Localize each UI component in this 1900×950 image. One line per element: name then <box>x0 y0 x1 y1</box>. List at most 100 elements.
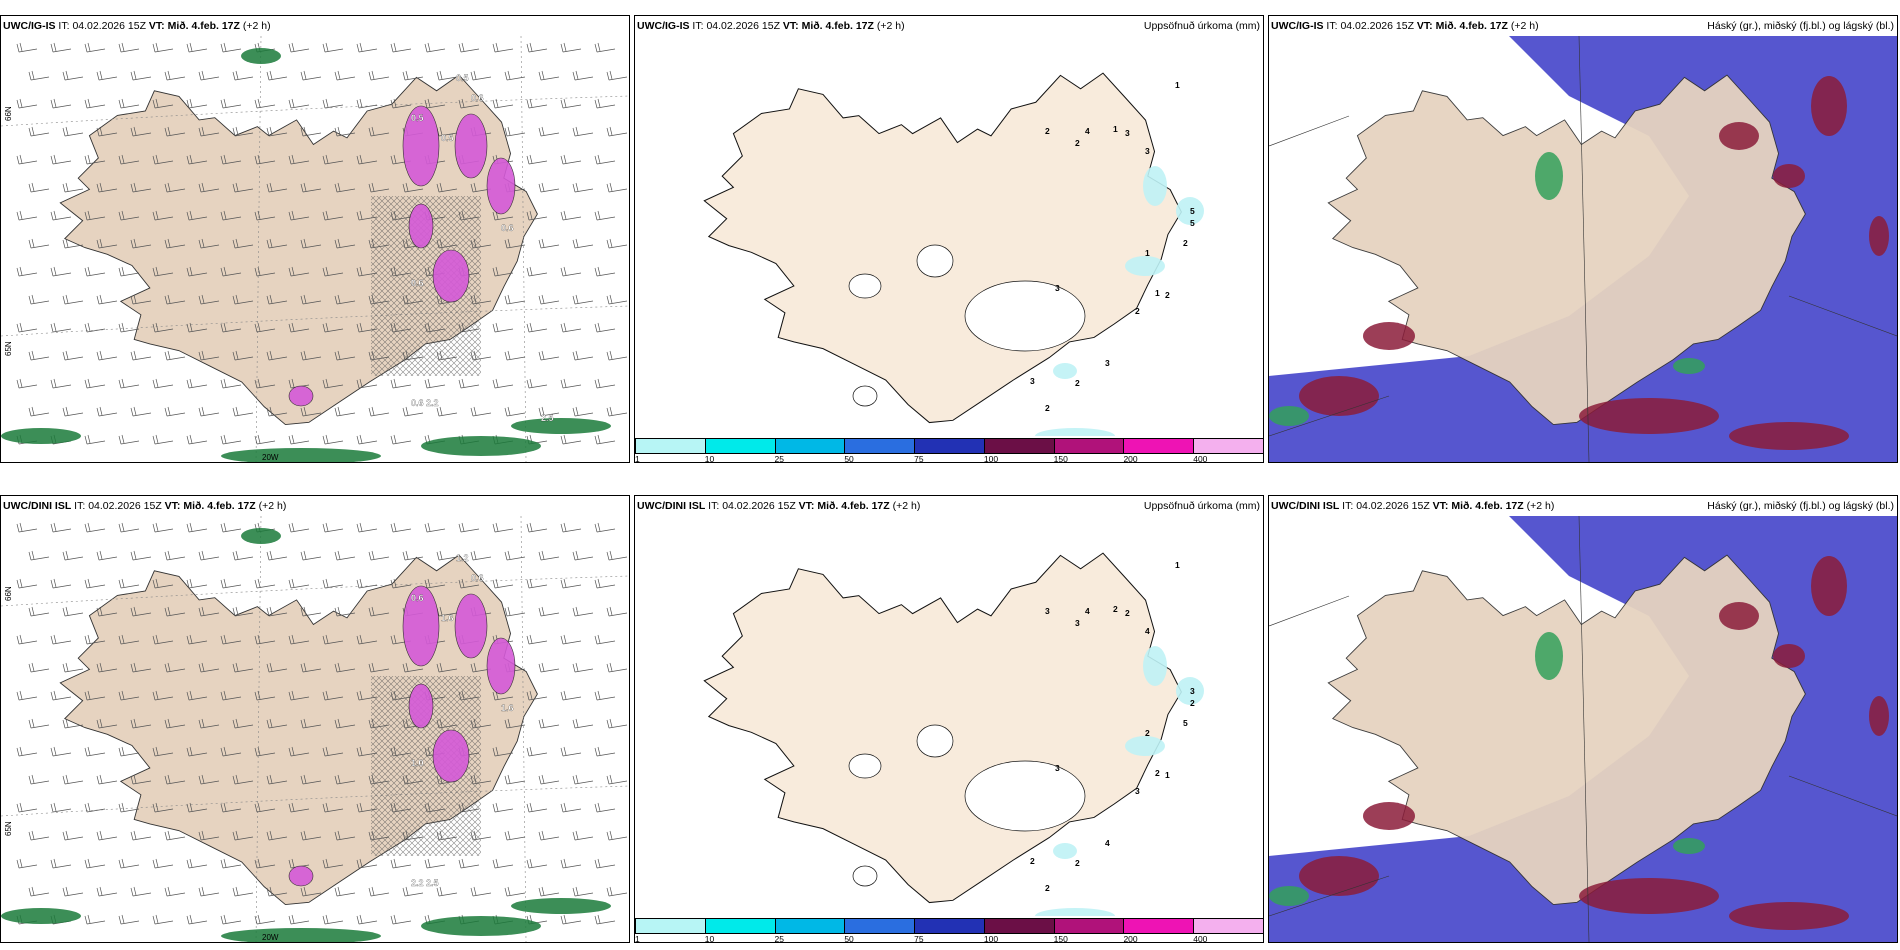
precip-area <box>486 157 516 215</box>
wind-barb <box>492 378 514 389</box>
wind-barb <box>164 70 186 81</box>
wind-barb <box>152 98 174 109</box>
wind-barb <box>50 578 72 589</box>
wind-barb <box>266 182 288 193</box>
wind-barb <box>594 378 616 389</box>
wind-barb <box>322 578 344 589</box>
wind-barb <box>560 378 582 389</box>
wind-barb <box>368 662 390 673</box>
wind-barb <box>254 378 276 389</box>
colorbar-swatch <box>704 438 776 454</box>
wind-barb <box>130 886 152 897</box>
wind-barb <box>492 858 514 869</box>
precip-area <box>1176 677 1204 705</box>
wind-barb <box>356 154 378 165</box>
precip-value-label: 0.6 <box>411 398 424 408</box>
wind-barb <box>492 746 514 757</box>
wind-barb <box>220 802 242 813</box>
wind-barb <box>186 522 208 533</box>
wind-barb <box>526 578 548 589</box>
colorbar-swatch <box>983 918 1055 934</box>
wind-barb <box>16 690 38 701</box>
panel-header: UWC/IG-IS IT: 04.02.2026 15Z VT: Mið. 4.… <box>1 16 629 36</box>
wind-barb <box>118 154 140 165</box>
wind-barb <box>232 70 254 81</box>
wind-barb <box>322 690 344 701</box>
wind-barb <box>266 238 288 249</box>
wind-barb <box>356 98 378 109</box>
wind-barb <box>254 210 276 221</box>
wind-barb <box>594 522 616 533</box>
wind-barb <box>220 858 242 869</box>
axis-label: 65N <box>4 821 13 836</box>
wind-barb <box>164 350 186 361</box>
wind-barb <box>84 98 106 109</box>
wind-barb <box>96 606 118 617</box>
wind-barb <box>130 350 152 361</box>
wind-barb <box>288 578 310 589</box>
wind-barb <box>96 774 118 785</box>
wind-barb <box>560 746 582 757</box>
wind-barb <box>538 718 560 729</box>
axis-label: 20W <box>262 933 279 942</box>
wind-barb <box>458 378 480 389</box>
wind-barb <box>84 578 106 589</box>
wind-barb <box>504 550 526 561</box>
wind-barb <box>424 578 446 589</box>
precip-area <box>1176 197 1204 225</box>
wind-barb <box>266 294 288 305</box>
colorbar-swatch <box>1123 438 1195 454</box>
precip-value-label: 0.5 <box>456 73 469 83</box>
wind-barb <box>322 434 344 445</box>
wind-barb <box>164 126 186 137</box>
wind-barb <box>402 774 424 785</box>
accum-value-label: 2 <box>1145 728 1150 738</box>
wind-barb <box>220 322 242 333</box>
wind-barb <box>130 550 152 561</box>
wind-barb <box>356 802 378 813</box>
wind-barb <box>254 154 276 165</box>
wind-barb <box>220 578 242 589</box>
colorbar-swatch <box>1193 438 1263 454</box>
wind-barb <box>186 634 208 645</box>
axis-label: 65N <box>4 341 13 356</box>
wind-barb <box>288 42 310 53</box>
wind-barb <box>300 294 322 305</box>
wind-barb <box>594 746 616 757</box>
wind-barb <box>232 606 254 617</box>
wind-barb <box>334 406 356 417</box>
wind-barb <box>16 634 38 645</box>
wind-barb <box>16 858 38 869</box>
wind-barb <box>436 550 458 561</box>
wind-barb <box>390 434 412 445</box>
wind-barb <box>334 238 356 249</box>
wind-barb <box>504 606 526 617</box>
wind-barb <box>322 522 344 533</box>
wind-barb <box>572 350 594 361</box>
wind-barb <box>254 690 276 701</box>
wind-barb <box>334 126 356 137</box>
wind-barb <box>84 746 106 757</box>
wind-barb <box>606 550 628 561</box>
wind-barb <box>356 522 378 533</box>
wind-barb <box>368 70 390 81</box>
wind-barb <box>186 578 208 589</box>
glacier <box>916 724 954 758</box>
wind-barb <box>356 434 378 445</box>
wind-barb <box>266 606 288 617</box>
glacier <box>848 273 882 299</box>
colorbar-tick: 100 <box>983 454 999 463</box>
mid-cloud-area <box>1299 856 1379 896</box>
wind-barb <box>606 886 628 897</box>
vt-value: Mið. 4.feb. 17Z <box>801 20 874 32</box>
wind-barb <box>470 774 492 785</box>
wind-barb <box>254 98 276 109</box>
wind-barb <box>368 182 390 193</box>
wind-barb <box>84 802 106 813</box>
wind-barb <box>254 578 276 589</box>
wind-barb <box>62 718 84 729</box>
wind-barb <box>254 634 276 645</box>
wind-barb <box>118 802 140 813</box>
model-name: UWC/IG-IS <box>637 20 690 32</box>
colorbar-swatch <box>1193 918 1263 934</box>
